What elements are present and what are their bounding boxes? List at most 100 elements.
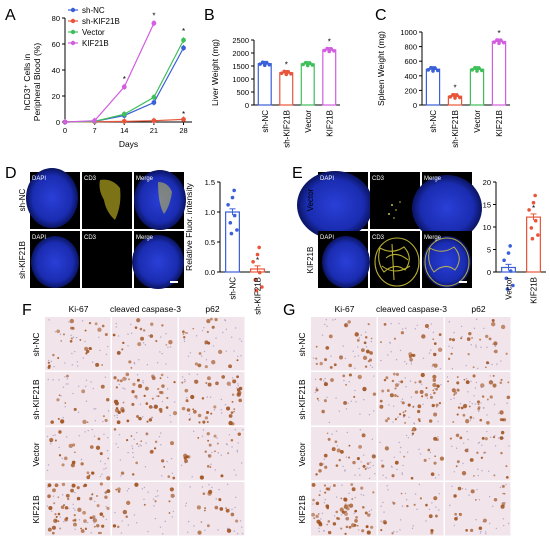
e-datapoint — [508, 244, 512, 248]
a-point — [181, 117, 186, 122]
f-stain-spot — [56, 398, 60, 402]
d-datapoint — [235, 228, 239, 232]
a-xtick-label: 7 — [93, 126, 97, 135]
c-bar — [425, 68, 441, 106]
f-stain-spot — [235, 519, 239, 523]
g-nucleus — [345, 456, 348, 458]
g-stain-spot — [319, 462, 323, 467]
g-nucleus — [497, 412, 500, 415]
f-stain-spot — [220, 474, 224, 478]
c-datapoint — [492, 40, 497, 44]
g-stain-spot — [319, 377, 323, 381]
g-stain-spot — [324, 465, 328, 469]
f-stain-spot — [115, 408, 120, 413]
f-nucleus — [236, 451, 239, 453]
g-nucleus — [413, 423, 416, 425]
b-category-label: sh-KIF21B — [282, 110, 291, 148]
g-stain-spot — [381, 389, 385, 393]
c-datapoint — [475, 69, 479, 73]
g-stain-spot — [461, 470, 467, 476]
f-stain-spot — [76, 486, 80, 490]
f-nucleus — [181, 376, 184, 378]
f-nucleus — [240, 387, 242, 390]
g-stain-spot — [447, 380, 449, 383]
g-nucleus — [396, 531, 398, 533]
g-stain-spot — [384, 419, 388, 423]
f-stain-spot — [83, 519, 87, 523]
g-stain-spot — [383, 378, 387, 382]
f-stain-spot — [157, 395, 160, 398]
f-nucleus — [196, 373, 199, 376]
d-datapoint — [232, 188, 236, 193]
f-stain-spot — [131, 473, 135, 476]
f-nucleus — [105, 506, 107, 508]
g-nucleus — [472, 417, 475, 419]
g-stain-spot — [493, 474, 496, 477]
g-nucleus — [489, 375, 491, 377]
f-stain-spot — [68, 443, 73, 449]
g-nucleus — [480, 346, 482, 349]
g-stain-spot — [417, 404, 422, 409]
g-row-label: sh-NC — [297, 332, 307, 356]
g-stain-spot — [481, 436, 485, 440]
g-stain-spot — [352, 460, 356, 465]
g-nucleus — [484, 531, 487, 533]
a-point — [121, 111, 127, 117]
d-category-label: sh-KIF21B — [254, 277, 263, 315]
g-nucleus — [406, 451, 409, 453]
g-stain-spot — [345, 383, 347, 386]
g-nucleus — [382, 474, 384, 477]
f-nucleus — [204, 343, 207, 345]
g-stain-spot — [409, 357, 413, 362]
f-stain-spot — [86, 421, 89, 424]
f-nucleus — [226, 483, 229, 486]
g-stain-spot — [494, 349, 498, 354]
g-stain-spot — [456, 381, 460, 385]
g-stain-spot — [332, 484, 336, 487]
f-nucleus — [164, 520, 166, 523]
g-stain-spot — [500, 324, 506, 330]
f-ihc-tile — [179, 482, 245, 536]
g-stain-spot — [333, 363, 337, 367]
f-nucleus — [76, 365, 79, 367]
f-stain-spot — [209, 466, 212, 468]
g-nucleus — [481, 444, 483, 446]
g-nucleus — [388, 404, 390, 406]
g-stain-spot — [336, 448, 341, 453]
e-datapoint — [536, 233, 540, 237]
f-stain-spot — [82, 510, 87, 515]
f-stain-spot — [190, 394, 195, 400]
g-stain-spot — [414, 390, 419, 394]
f-row-label: KIF21B — [31, 495, 41, 524]
g-stain-spot — [393, 337, 397, 340]
d-significance-star: * — [256, 256, 259, 265]
g-nucleus — [350, 400, 352, 402]
g-nucleus — [321, 334, 324, 336]
g-stain-spot — [353, 524, 357, 527]
f-nucleus — [132, 456, 135, 458]
f-nucleus — [186, 396, 188, 399]
f-stain-spot — [206, 376, 211, 381]
g-nucleus — [362, 454, 365, 456]
f-nucleus — [147, 491, 149, 493]
f-stain-spot — [230, 512, 235, 517]
g-stain-spot — [425, 503, 428, 507]
g-nucleus — [358, 529, 360, 531]
g-nucleus — [494, 445, 497, 447]
g-stain-spot — [455, 465, 458, 468]
f-nucleus — [235, 474, 237, 476]
g-stain-spot — [351, 498, 354, 500]
g-nucleus — [450, 398, 452, 401]
g-nucleus — [402, 416, 405, 418]
f-stain-spot — [86, 471, 90, 475]
f-stain-spot — [204, 416, 209, 420]
f-stain-spot — [77, 507, 82, 512]
f-stain-spot — [84, 527, 88, 530]
f-nucleus — [171, 516, 173, 518]
c-ytick-label: 400 — [404, 72, 417, 81]
a-xtick-label: 14 — [120, 126, 128, 135]
f-stain-spot — [140, 336, 145, 341]
g-stain-spot — [348, 525, 352, 529]
f-stain-spot — [117, 490, 121, 493]
f-stain-spot — [137, 384, 143, 389]
